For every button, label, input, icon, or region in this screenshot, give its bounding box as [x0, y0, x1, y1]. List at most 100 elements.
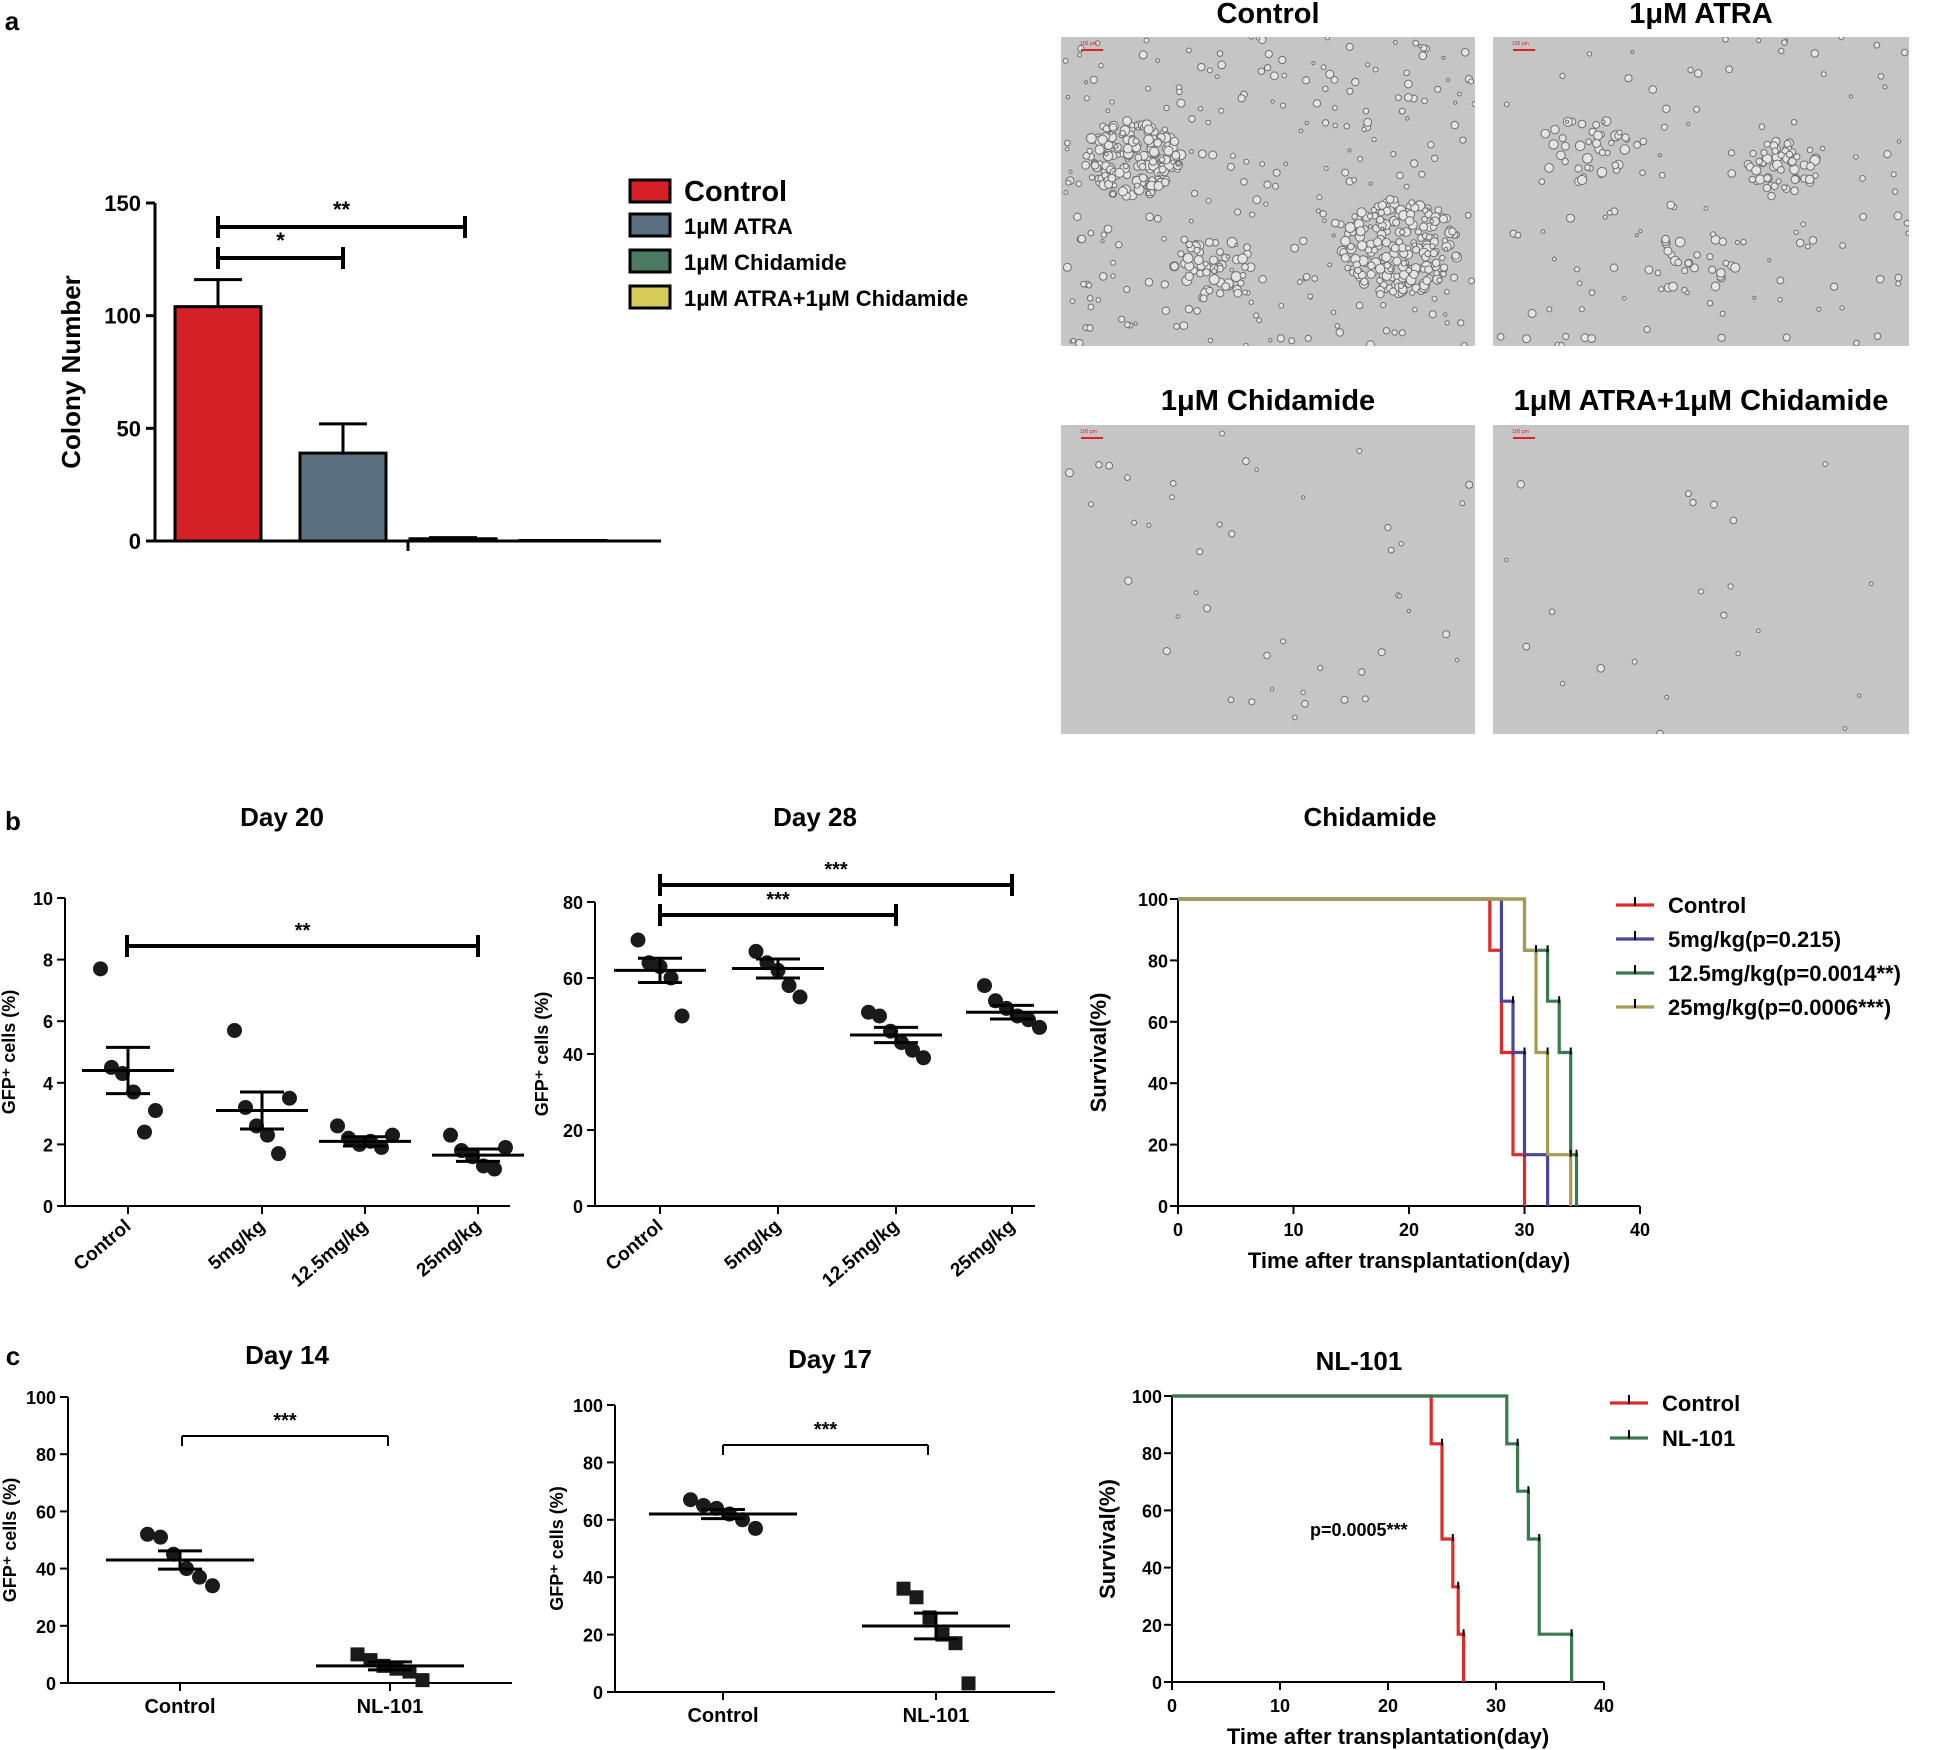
cell — [1169, 494, 1175, 500]
y-tick-label: 60 — [563, 969, 583, 989]
cell — [1242, 457, 1250, 466]
cell — [1657, 153, 1662, 158]
data-point — [271, 1146, 286, 1162]
y-tick-label: 40 — [1142, 1559, 1162, 1579]
data-point — [148, 1103, 163, 1119]
data-point — [402, 1664, 417, 1679]
significance-label: * — [276, 228, 285, 253]
cell — [1225, 254, 1231, 259]
legend-label: Control — [1668, 893, 1746, 918]
cell — [1065, 94, 1071, 100]
data-point — [260, 1127, 275, 1143]
x-tick-label: 5mg/kg — [205, 1216, 269, 1275]
cell — [1406, 608, 1411, 614]
cell — [1762, 183, 1772, 193]
cell — [1100, 231, 1108, 238]
cell — [1376, 215, 1385, 224]
cell — [1332, 105, 1338, 111]
cell — [1551, 256, 1557, 262]
cell — [1331, 233, 1336, 238]
cell — [1822, 461, 1829, 467]
cell — [1404, 79, 1413, 89]
cell — [1330, 76, 1339, 84]
cell — [1606, 209, 1613, 216]
cell — [1380, 302, 1387, 309]
x-tick-label: 10 — [1283, 1220, 1303, 1240]
x-tick-label: 10 — [1270, 1696, 1290, 1716]
cell — [1281, 72, 1288, 79]
cell — [1727, 169, 1736, 178]
cell — [1221, 282, 1231, 291]
cell — [1439, 254, 1446, 262]
significance-label: *** — [273, 1410, 297, 1432]
cell — [1205, 119, 1211, 126]
y-tick-label: 0 — [43, 1197, 53, 1217]
cell — [1264, 49, 1273, 59]
cell — [1790, 119, 1798, 126]
cell — [1366, 340, 1375, 346]
cell — [1734, 240, 1740, 245]
cell — [1544, 162, 1554, 173]
cell — [1122, 116, 1132, 126]
cell — [1755, 174, 1766, 185]
cell — [1788, 157, 1797, 166]
data-point — [282, 1090, 297, 1106]
cell — [1421, 215, 1428, 223]
cell — [1248, 698, 1256, 706]
cell — [1377, 209, 1385, 217]
cell — [1425, 233, 1433, 241]
cell — [1616, 129, 1623, 136]
cell — [1689, 498, 1697, 507]
cell — [1587, 334, 1596, 343]
cell — [1237, 253, 1248, 264]
chart-title: Day 17 — [788, 1344, 872, 1374]
cell — [1443, 246, 1449, 252]
cell — [1771, 147, 1779, 155]
cell — [1729, 516, 1738, 525]
cell — [1209, 255, 1219, 265]
cell — [1459, 500, 1466, 507]
cell — [1362, 107, 1370, 115]
cell — [1793, 229, 1799, 235]
cell — [1383, 261, 1391, 270]
cell — [1893, 211, 1903, 221]
cell — [1240, 178, 1248, 186]
data-point — [498, 1139, 513, 1155]
y-tick-label: 150 — [104, 191, 141, 216]
cell — [1191, 189, 1199, 197]
cell — [1735, 650, 1741, 657]
cell — [1548, 139, 1559, 150]
cell — [1363, 117, 1373, 127]
data-point — [93, 961, 108, 977]
cell — [1903, 219, 1909, 227]
cell — [1351, 177, 1358, 183]
cell — [1722, 37, 1729, 43]
cell — [1077, 234, 1087, 244]
y-tick-label: 8 — [43, 951, 53, 971]
legend-label: Control — [1662, 1391, 1740, 1416]
cell — [1230, 152, 1236, 159]
cell — [1097, 134, 1108, 145]
cell — [1354, 266, 1362, 275]
y-axis-label: GFP⁺ cells (%) — [0, 990, 19, 1115]
cell — [1086, 295, 1094, 302]
data-point — [748, 943, 764, 959]
cell — [1404, 93, 1413, 102]
legend-label: 25mg/kg(p=0.0006***) — [1668, 995, 1891, 1020]
cell — [1454, 657, 1460, 663]
cell — [1063, 190, 1069, 195]
legend-swatch — [628, 212, 672, 238]
cell — [1873, 332, 1882, 341]
cell — [1082, 152, 1091, 160]
significance-label: *** — [766, 889, 790, 911]
cell — [1460, 341, 1468, 346]
cell — [1234, 243, 1239, 247]
x-tick-label: 5mg/kg — [721, 1216, 785, 1275]
cell — [1428, 310, 1437, 319]
cell — [1706, 300, 1714, 307]
cell — [1414, 228, 1422, 236]
cell — [1301, 76, 1311, 85]
cell — [1325, 37, 1331, 41]
cell — [1448, 227, 1457, 236]
cell — [1451, 251, 1460, 260]
